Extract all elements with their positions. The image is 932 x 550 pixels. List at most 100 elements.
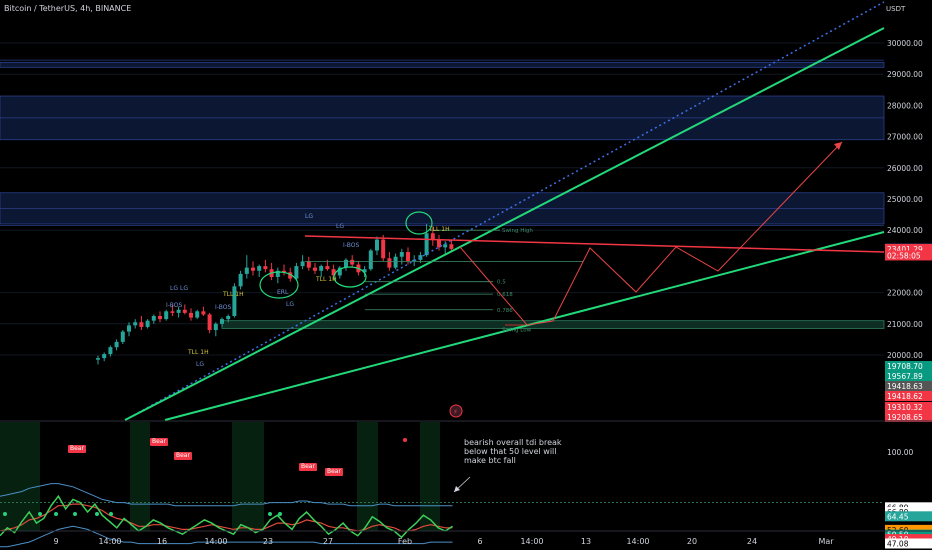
fib-level-label: 0.5: [497, 280, 506, 286]
candle-body: [195, 311, 200, 318]
candle-body: [96, 358, 100, 360]
swing-high-label: Swing High: [502, 228, 533, 234]
indicator-tick-label: 100.00: [887, 448, 913, 457]
chart-annotation: ERL: [277, 289, 289, 296]
price-badge-bg: [885, 243, 932, 254]
candle-body: [319, 266, 324, 271]
candle-body: [251, 267, 255, 271]
price-badge-bg: [885, 371, 932, 381]
resistance-line: [304, 235, 885, 253]
bear-tag: Bear: [174, 452, 192, 460]
indicator-badge-bg: [885, 538, 932, 549]
candle-body: [344, 259, 348, 268]
candle-body: [257, 266, 262, 271]
candle-body: [313, 267, 317, 271]
candle-body: [244, 267, 249, 274]
time-tick-label: 14:00: [520, 537, 543, 546]
bear-tag: Bear: [325, 468, 343, 476]
candle-body: [201, 311, 206, 315]
bear-tag: Bear: [150, 438, 168, 446]
price-tick-label: 28000.00: [887, 101, 923, 110]
candle-body: [133, 322, 138, 326]
candle-body: [362, 269, 367, 273]
indicator-highlight: [420, 422, 440, 531]
time-tick-label: 20: [687, 537, 697, 546]
candle-body: [189, 312, 193, 318]
candle-body: [282, 270, 286, 273]
indicator-highlight: [232, 422, 264, 531]
chart-annotation: LG: [286, 301, 294, 308]
candle-body: [430, 233, 435, 240]
candle-body: [325, 266, 330, 270]
price-badge-bg: [885, 381, 932, 391]
indicator-badge-label: 64.45: [887, 512, 909, 521]
bear-tag: Bear: [299, 463, 317, 471]
price-badge-label: 19708.70: [887, 362, 923, 371]
candle-body: [381, 239, 386, 259]
indicator-highlight: [130, 422, 150, 531]
chart-annotation: LG: [180, 285, 188, 292]
candle-body: [418, 255, 423, 260]
supply-zone: [0, 61, 885, 68]
signal-dot: [38, 512, 42, 516]
candle-body: [406, 252, 410, 262]
price-badge-label: 19418.63: [887, 382, 923, 391]
chart-annotation: LG: [196, 361, 204, 368]
candle-body: [275, 270, 280, 277]
chart-annotation: I-BOS: [343, 242, 359, 249]
chart-annotation: TLL 1H: [187, 349, 209, 356]
price-tick-label: 27000.00: [887, 133, 923, 142]
candle-body: [263, 266, 268, 270]
time-tick-label: 13: [581, 537, 591, 546]
indicator-highlight: [0, 422, 40, 531]
candle-body: [331, 269, 336, 276]
candle-body: [176, 309, 181, 313]
projection-path: [459, 141, 843, 326]
candle-body: [108, 347, 113, 355]
price-badge-bg: [885, 250, 932, 261]
analysis-note: bearish overall tdi break below that 50 …: [464, 438, 562, 465]
chart-annotation: LG: [336, 223, 344, 230]
price-badge-bg: [885, 361, 932, 371]
candle-body: [207, 314, 212, 331]
time-tick-label: 14:00: [98, 537, 121, 546]
price-tick-label: 29000.00: [887, 70, 923, 79]
candle-body: [306, 261, 311, 268]
price-tick-label: 30000.00: [887, 39, 923, 48]
chart-annotation: TLL 1H: [428, 226, 450, 233]
price-badge-label: 19208.65: [887, 413, 923, 422]
time-tick-label: 14:00: [204, 537, 227, 546]
projection-arrowhead: [834, 142, 842, 150]
candle-body: [232, 286, 237, 316]
tdi-lower-band: [0, 525, 453, 548]
time-tick-label: 14:00: [626, 537, 649, 546]
candle-body: [145, 320, 150, 327]
time-tick-label: 23: [263, 537, 273, 546]
price-badge-label: 23401.29: [887, 245, 923, 254]
time-tick-label: Feb: [398, 537, 412, 546]
bear-tag: Bear: [68, 445, 86, 453]
alert-marker: [449, 404, 463, 418]
candle-body: [375, 239, 379, 251]
candle-body: [443, 244, 448, 248]
candle-body: [151, 316, 156, 321]
candle-body: [226, 316, 231, 320]
fib-level-label: 0.618: [497, 292, 513, 298]
trendline-lower: [164, 231, 885, 421]
note-line: below that 50 level will: [464, 447, 557, 456]
price-badge-label: 02:58:05: [887, 251, 921, 260]
chart-annotation: TLL 1H: [222, 291, 244, 298]
candle-body: [102, 354, 107, 359]
currency-label: USDT: [886, 5, 906, 13]
candle-body: [127, 325, 131, 332]
signal-dot: [109, 512, 113, 516]
candle-body: [158, 316, 162, 320]
candle-body: [170, 311, 175, 313]
highlight-ellipse: [259, 271, 299, 299]
price-tick-label: 26000.00: [887, 164, 923, 173]
signal-dot: [278, 512, 282, 516]
candle-body: [120, 331, 125, 342]
